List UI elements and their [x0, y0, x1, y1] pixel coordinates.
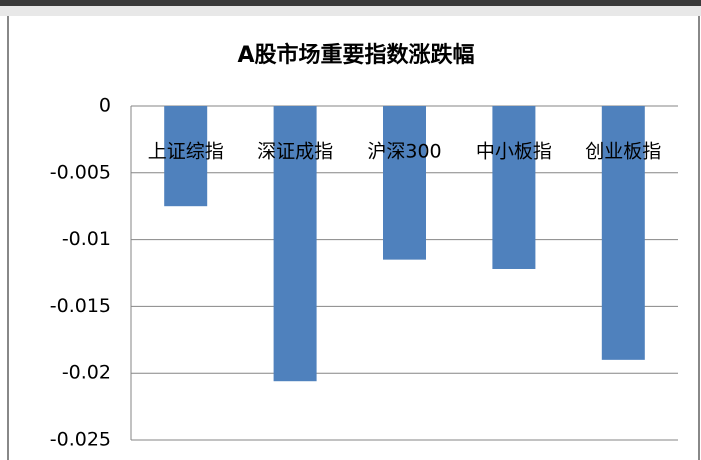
bar	[383, 106, 426, 260]
bar	[164, 106, 208, 207]
bar	[273, 106, 317, 382]
y-tick-label: -0.005	[50, 161, 111, 183]
bar	[492, 106, 536, 269]
chart-title: A股市场重要指数涨跌幅	[237, 42, 474, 68]
x-tick-label: 创业板指	[585, 141, 661, 163]
x-tick-label: 深证成指	[257, 141, 333, 163]
top-bar	[0, 0, 701, 6]
x-tick-label: 上证综指	[148, 141, 224, 163]
y-tick-label: -0.025	[50, 429, 111, 451]
y-tick-label: -0.01	[62, 228, 111, 250]
y-tick-label: -0.015	[50, 295, 111, 317]
bar	[601, 106, 645, 360]
y-tick-label: -0.02	[62, 362, 111, 384]
y-tick-label: 0	[99, 95, 111, 117]
top-strip	[0, 6, 701, 16]
x-tick-label: 中小板指	[476, 141, 552, 163]
x-tick-label: 沪深300	[367, 141, 441, 163]
